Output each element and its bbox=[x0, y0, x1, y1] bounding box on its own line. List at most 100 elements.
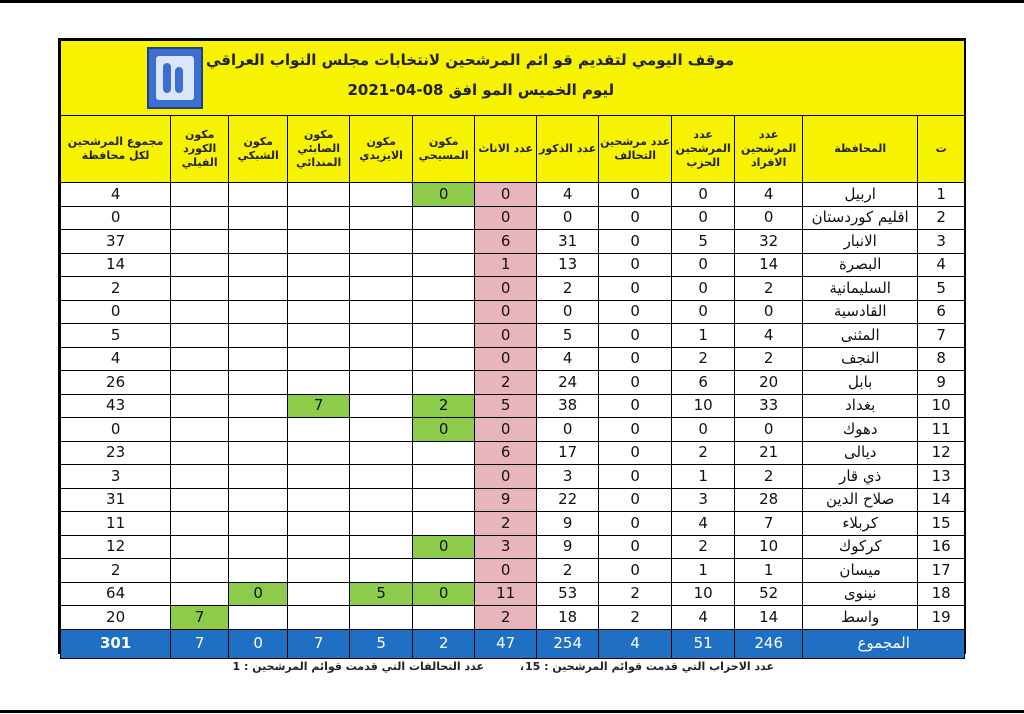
cell-shabak bbox=[228, 323, 289, 348]
table-row: 14 صلاح الدين 28 3 0 22 9 31 bbox=[59, 487, 966, 512]
cell-yazidi bbox=[349, 182, 414, 207]
cell-yazidi bbox=[349, 323, 414, 348]
cell-individuals: 7 bbox=[734, 511, 804, 536]
cell-yazidi: 5 bbox=[349, 581, 414, 606]
total-party: 51 bbox=[671, 628, 736, 659]
cell-alliance: 0 bbox=[598, 182, 673, 207]
cell-alliance: 0 bbox=[598, 229, 673, 254]
cell-yazidi bbox=[349, 534, 414, 559]
cell-party: 0 bbox=[671, 417, 736, 442]
cell-kurd-faili bbox=[170, 581, 230, 606]
cell-individuals: 21 bbox=[734, 440, 804, 465]
cell-individuals: 33 bbox=[734, 393, 804, 418]
cell-shabak bbox=[228, 511, 289, 536]
cell-females: 2 bbox=[474, 511, 538, 536]
cell-party: 10 bbox=[671, 581, 736, 606]
cell-christian bbox=[412, 346, 476, 371]
cell-kurd-faili bbox=[170, 487, 230, 512]
cell-yazidi bbox=[349, 511, 414, 536]
cell-males: 4 bbox=[536, 346, 600, 371]
cell-males: 38 bbox=[536, 393, 600, 418]
iraqi-electoral-commission-logo bbox=[147, 47, 203, 109]
cell-christian bbox=[412, 487, 476, 512]
cell-total: 2 bbox=[59, 558, 172, 583]
cell-alliance: 0 bbox=[598, 558, 673, 583]
cell-males: 13 bbox=[536, 252, 600, 277]
cell-total: 20 bbox=[59, 605, 172, 630]
cell-shabak bbox=[228, 229, 289, 254]
cell-alliance: 2 bbox=[598, 605, 673, 630]
cell-gov: المثنى bbox=[802, 323, 919, 348]
cell-gov: السليمانية bbox=[802, 276, 919, 301]
col-header-party: عدد المرشحين الحزب bbox=[671, 115, 736, 183]
cell-males: 31 bbox=[536, 229, 600, 254]
cell-individuals: 0 bbox=[734, 205, 804, 230]
cell-party: 6 bbox=[671, 370, 736, 395]
cell-sabian bbox=[287, 276, 351, 301]
cell-party: 3 bbox=[671, 487, 736, 512]
cell-females: 0 bbox=[474, 182, 538, 207]
cell-sabian: 7 bbox=[287, 393, 351, 418]
cell-shabak bbox=[228, 370, 289, 395]
cell-males: 2 bbox=[536, 276, 600, 301]
cell-gov: ذي قار bbox=[802, 464, 919, 489]
cell-num: 18 bbox=[917, 581, 966, 606]
col-header-num: ت bbox=[917, 115, 966, 183]
cell-males: 53 bbox=[536, 581, 600, 606]
cell-males: 2 bbox=[536, 558, 600, 583]
cell-males: 4 bbox=[536, 182, 600, 207]
cell-kurd-faili bbox=[170, 534, 230, 559]
cell-individuals: 4 bbox=[734, 323, 804, 348]
cell-kurd-faili bbox=[170, 440, 230, 465]
cell-party: 10 bbox=[671, 393, 736, 418]
total-alliance: 4 bbox=[598, 628, 673, 659]
cell-party: 4 bbox=[671, 511, 736, 536]
cell-christian: 0 bbox=[412, 182, 476, 207]
total-christian: 2 bbox=[412, 628, 476, 659]
cell-christian: 2 bbox=[412, 393, 476, 418]
cell-females: 0 bbox=[474, 558, 538, 583]
cell-shabak bbox=[228, 487, 289, 512]
cell-total: 3 bbox=[59, 464, 172, 489]
cell-kurd-faili bbox=[170, 370, 230, 395]
cell-individuals: 2 bbox=[734, 276, 804, 301]
col-header-total: مجموع المرشحين لكل محافظة bbox=[59, 115, 172, 183]
cell-kurd-faili bbox=[170, 205, 230, 230]
total-sabian: 7 bbox=[287, 628, 351, 659]
totals-row: المجموع 246 51 4 254 47 2 5 7 0 7 301 bbox=[59, 628, 966, 659]
cell-total: 5 bbox=[59, 323, 172, 348]
top-border bbox=[0, 0, 1024, 3]
footer-separator: ، bbox=[519, 660, 524, 673]
table-row: 19 واسط 14 4 2 18 2 7 20 bbox=[59, 605, 966, 630]
cell-kurd-faili bbox=[170, 276, 230, 301]
cell-males: 18 bbox=[536, 605, 600, 630]
cell-alliance: 0 bbox=[598, 299, 673, 324]
cell-alliance: 0 bbox=[598, 252, 673, 277]
cell-christian bbox=[412, 252, 476, 277]
cell-gov: واسط bbox=[802, 605, 919, 630]
cell-yazidi bbox=[349, 276, 414, 301]
cell-gov: ميسان bbox=[802, 558, 919, 583]
cell-alliance: 0 bbox=[598, 393, 673, 418]
cell-gov: البصرة bbox=[802, 252, 919, 277]
cell-sabian bbox=[287, 464, 351, 489]
report-sheet: موقف اليومي لتقديم قو ائم المرشحين لانتخ… bbox=[58, 38, 966, 659]
cell-sabian bbox=[287, 299, 351, 324]
cell-party: 1 bbox=[671, 464, 736, 489]
cell-alliance: 0 bbox=[598, 323, 673, 348]
cell-num: 6 bbox=[917, 299, 966, 324]
cell-males: 0 bbox=[536, 417, 600, 442]
cell-yazidi bbox=[349, 558, 414, 583]
cell-individuals: 32 bbox=[734, 229, 804, 254]
cell-yazidi bbox=[349, 440, 414, 465]
cell-kurd-faili bbox=[170, 393, 230, 418]
cell-shabak bbox=[228, 393, 289, 418]
cell-alliance: 0 bbox=[598, 205, 673, 230]
total-males: 254 bbox=[536, 628, 600, 659]
cell-males: 24 bbox=[536, 370, 600, 395]
cell-alliance: 0 bbox=[598, 534, 673, 559]
cell-sabian bbox=[287, 205, 351, 230]
cell-total: 37 bbox=[59, 229, 172, 254]
table-row: 1 اربيل 4 0 0 4 0 0 4 bbox=[59, 182, 966, 207]
table-row: 18 نينوى 52 10 2 53 11 0 5 0 64 bbox=[59, 581, 966, 606]
